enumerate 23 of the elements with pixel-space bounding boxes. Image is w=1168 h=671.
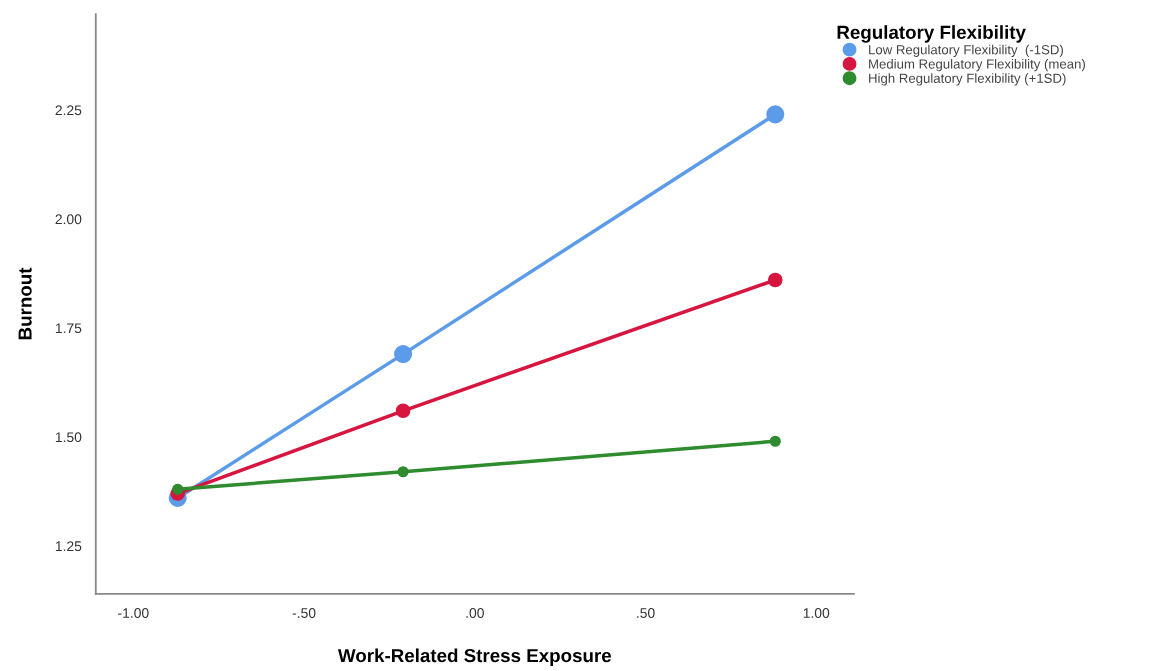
legend-title: Regulatory Flexibility	[837, 25, 1026, 43]
x-axis-title: Work-Related Stress Exposure	[337, 648, 612, 666]
point	[769, 435, 781, 447]
x-tick-label: 1.00	[803, 608, 830, 618]
y-tick-label: 2.25	[55, 105, 82, 116]
y-axis-title: Burnout	[18, 267, 32, 340]
point	[766, 105, 785, 124]
x-tick-label: -1.00	[118, 608, 149, 618]
y-tick-label: 1.25	[55, 541, 82, 552]
point	[394, 345, 413, 364]
y-tick-label: 1.75	[55, 323, 82, 334]
x-tick-label: .00	[466, 608, 484, 618]
legend-label: Medium Regulatory Flexibility (mean)	[869, 58, 1085, 72]
point	[397, 466, 409, 478]
x-tick-label: -.50	[292, 608, 316, 618]
point	[172, 483, 184, 495]
x-tick-label: .50	[637, 608, 655, 618]
y-tick-label: 1.50	[55, 432, 82, 443]
point	[395, 403, 411, 419]
legend-label: Low Regulatory Flexibility (-1SD)	[869, 44, 1063, 58]
y-tick-label: 2.00	[55, 214, 82, 225]
legend-label: High Regulatory Flexibility (+1SD)	[869, 73, 1066, 86]
point	[767, 272, 783, 288]
